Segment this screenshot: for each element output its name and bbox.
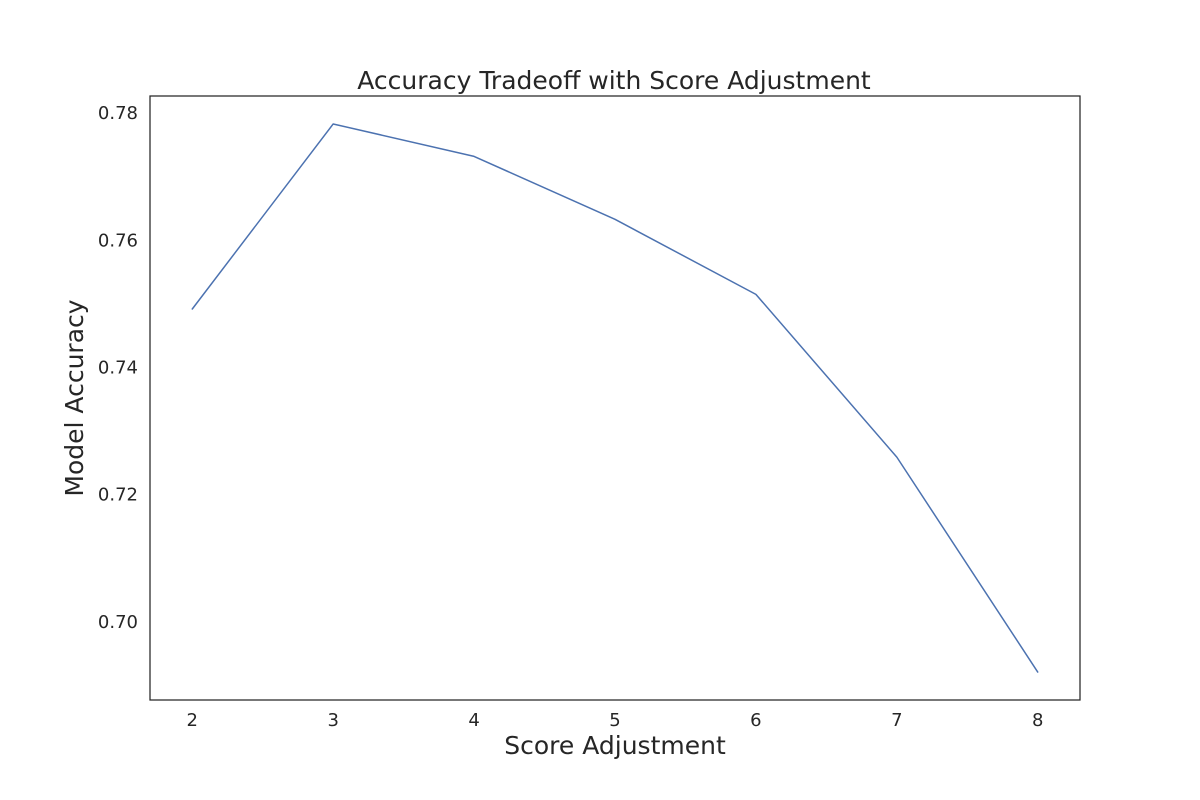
- y-tick-label: 0.76: [98, 230, 138, 251]
- y-tick-label: 0.78: [98, 103, 138, 124]
- series-layer: [191, 123, 1039, 673]
- x-axis-ticks: 2 3 4 5 6 7 8: [187, 710, 1044, 731]
- y-axis-ticks: 0.70 0.72 0.74 0.76 0.78: [98, 103, 138, 633]
- plot-area-frame: [149, 95, 1081, 701]
- chart-title: Accuracy Tradeoff with Score Adjustment: [357, 66, 871, 95]
- series-line: [191, 123, 1039, 673]
- x-tick-label: 7: [891, 710, 902, 731]
- y-tick-label: 0.72: [98, 485, 138, 506]
- x-tick-label: 8: [1032, 710, 1043, 731]
- y-tick-label: 0.70: [98, 612, 138, 633]
- y-axis-label: Model Accuracy: [60, 299, 89, 496]
- y-tick-label: 0.74: [98, 357, 138, 378]
- x-tick-label: 5: [609, 710, 620, 731]
- x-tick-label: 2: [187, 710, 198, 731]
- x-tick-label: 3: [327, 710, 338, 731]
- x-tick-label: 6: [750, 710, 761, 731]
- x-axis-label: Score Adjustment: [504, 731, 726, 760]
- x-tick-label: 4: [468, 710, 479, 731]
